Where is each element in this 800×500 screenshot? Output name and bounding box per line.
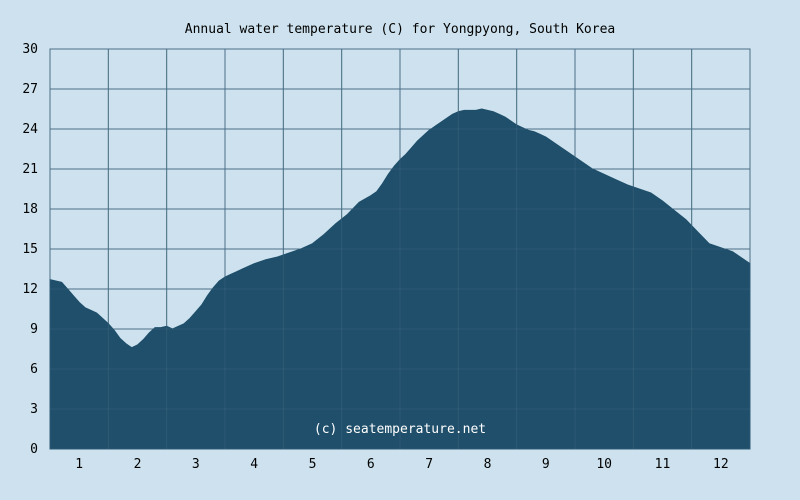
x-tick-label: 11 xyxy=(655,457,671,472)
y-tick-label: 18 xyxy=(22,202,38,217)
x-tick-label: 9 xyxy=(542,457,550,472)
y-tick-label: 27 xyxy=(22,82,38,97)
chart-title: Annual water temperature (C) for Yongpyo… xyxy=(185,22,615,37)
y-tick-label: 30 xyxy=(22,42,38,57)
x-tick-label: 5 xyxy=(309,457,317,472)
y-tick-label: 6 xyxy=(30,362,38,377)
x-tick-label: 10 xyxy=(596,457,612,472)
x-tick-label: 4 xyxy=(250,457,258,472)
x-tick-label: 7 xyxy=(425,457,433,472)
y-tick-label: 15 xyxy=(22,242,38,257)
y-axis: 0 3 6 9 12 15 18 21 24 27 30 xyxy=(22,42,38,457)
temperature-area xyxy=(49,108,751,450)
y-tick-label: 3 xyxy=(30,402,38,417)
x-axis: 1 2 3 4 5 6 7 8 9 10 11 12 xyxy=(75,457,728,472)
x-tick-label: 12 xyxy=(713,457,729,472)
x-tick-label: 2 xyxy=(134,457,142,472)
watermark: (c) seatemperature.net xyxy=(314,422,486,437)
y-tick-label: 0 xyxy=(30,442,38,457)
y-tick-label: 9 xyxy=(30,322,38,337)
x-tick-label: 6 xyxy=(367,457,375,472)
y-tick-label: 12 xyxy=(22,282,38,297)
grid-lines-overlay xyxy=(49,48,751,450)
x-tick-label: 1 xyxy=(75,457,83,472)
y-tick-label: 24 xyxy=(22,122,38,137)
x-tick-label: 3 xyxy=(192,457,200,472)
y-tick-label: 21 xyxy=(22,162,38,177)
x-tick-label: 8 xyxy=(484,457,492,472)
